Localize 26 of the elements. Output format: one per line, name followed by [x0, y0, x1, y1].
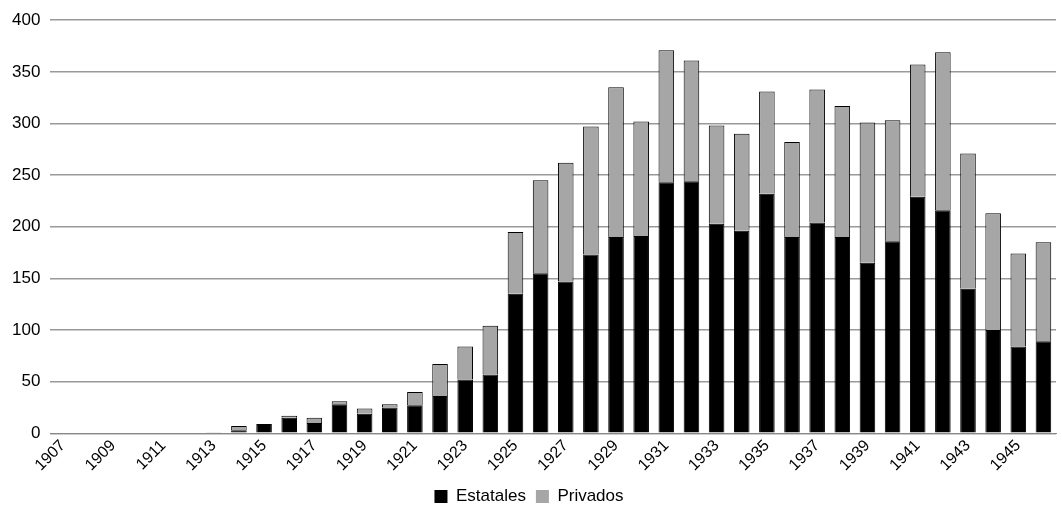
y-tick-label: 100 — [11, 319, 41, 339]
bar — [784, 237, 800, 433]
bar — [432, 396, 448, 433]
y-tick-label: 150 — [11, 268, 41, 288]
y-tick-label: 50 — [21, 371, 41, 391]
bar — [583, 254, 599, 433]
bar — [256, 423, 272, 433]
y-tick-label: 400 — [11, 9, 41, 29]
bar — [407, 405, 423, 433]
bar — [608, 237, 624, 433]
bar — [331, 404, 348, 433]
bar — [633, 236, 649, 433]
y-tick-label: 350 — [11, 61, 41, 81]
bar — [381, 407, 398, 433]
bar — [960, 288, 976, 433]
bar — [809, 222, 825, 433]
bar — [985, 329, 1001, 433]
bar — [457, 379, 473, 433]
y-tick-label: 200 — [11, 216, 41, 236]
y-tick-label: 300 — [11, 113, 41, 133]
legend-label: Privados — [557, 486, 624, 506]
bar — [935, 210, 951, 433]
legend-label: Estatales — [455, 486, 526, 506]
y-tick-label: 0 — [30, 422, 41, 442]
y-tick-label: 250 — [11, 164, 41, 184]
bar — [759, 193, 775, 433]
